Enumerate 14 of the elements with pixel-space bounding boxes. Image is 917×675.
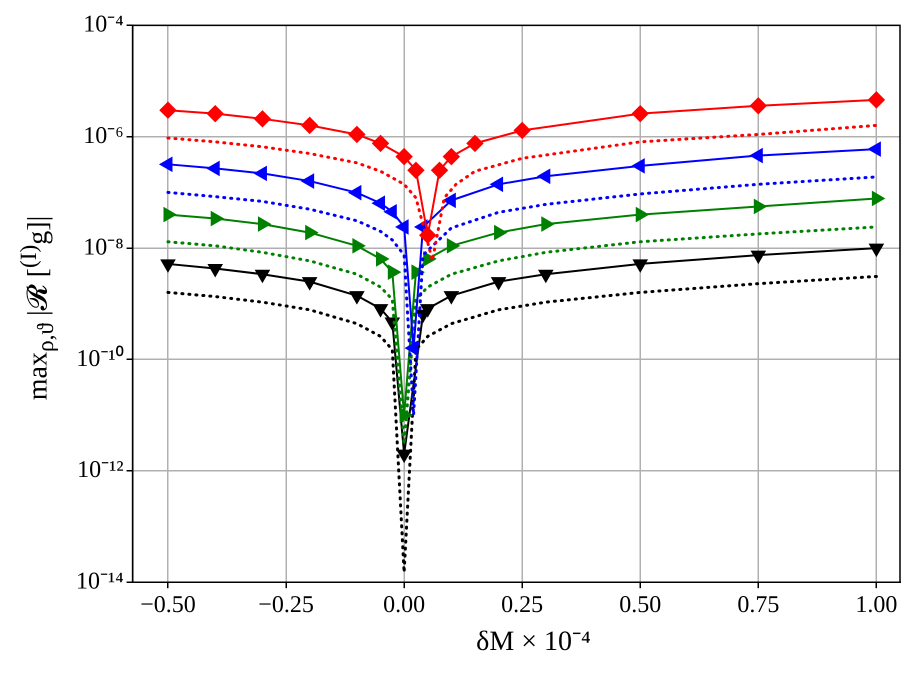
x-tick-label: 0.25 — [501, 592, 544, 618]
x-tick-label: −0.25 — [258, 592, 314, 618]
x-tick-label: 0.75 — [737, 592, 780, 618]
x-tick-label: 0.50 — [619, 592, 662, 618]
x-tick-label: 1.00 — [855, 592, 898, 618]
y-tick-label: 10⁻¹⁴ — [76, 568, 124, 594]
x-tick-label: −0.50 — [140, 592, 196, 618]
x-tick-label: 0.00 — [383, 592, 426, 618]
y-tick-label: 10⁻¹² — [77, 457, 124, 484]
y-tick-label: 10⁻⁶ — [83, 123, 124, 150]
y-tick-label: 10⁻¹⁰ — [76, 344, 124, 372]
y-tick-label: 10⁻⁴ — [83, 12, 124, 38]
x-axis-title: δM × 10⁻⁴ — [475, 625, 592, 658]
y-tick-label: 10⁻⁸ — [83, 234, 124, 260]
